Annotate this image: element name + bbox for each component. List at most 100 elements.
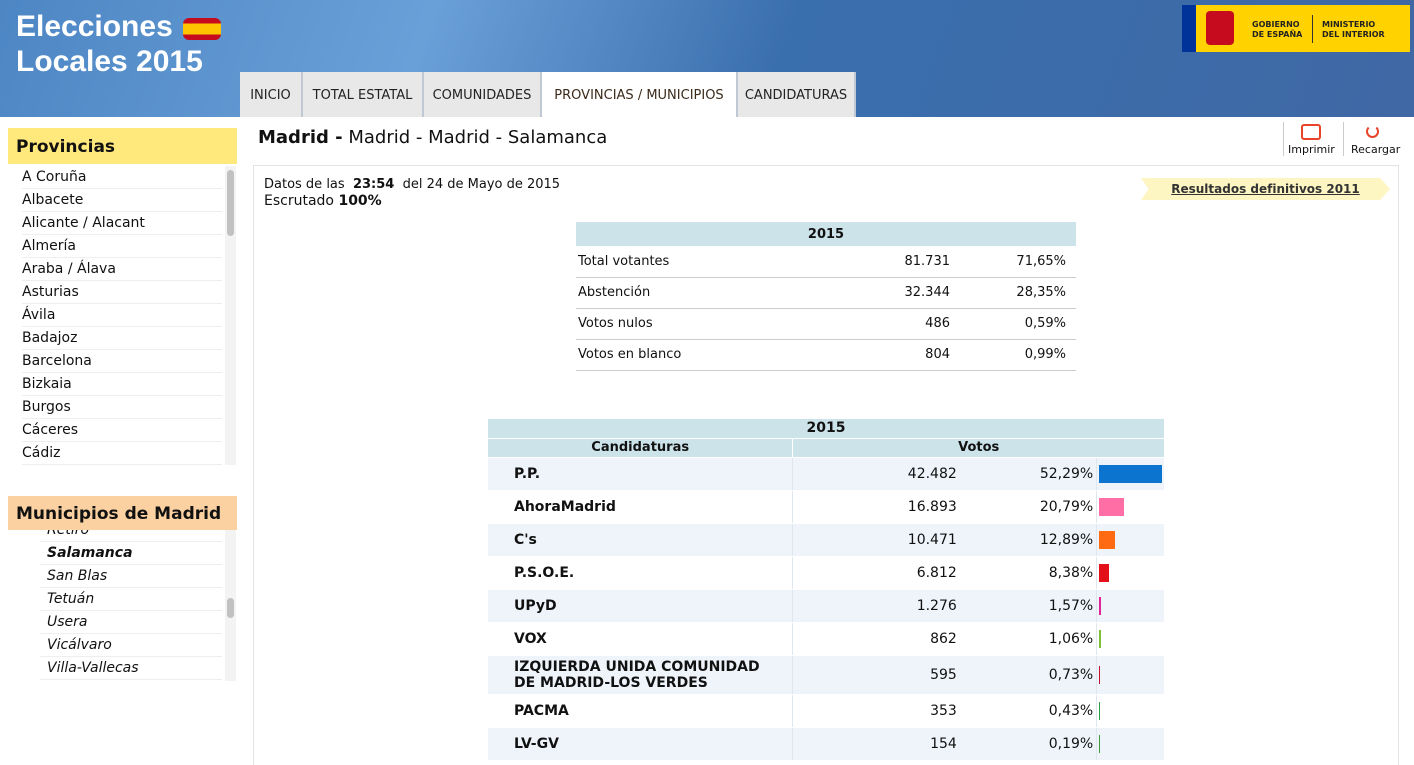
province-item[interactable]: Asturias bbox=[22, 281, 222, 304]
status: Datos de las 23:54 del 24 de Mayo de 201… bbox=[264, 176, 560, 210]
province-item[interactable]: Albacete bbox=[22, 189, 222, 212]
vote-bar bbox=[1099, 531, 1114, 549]
vote-bar bbox=[1099, 564, 1109, 582]
breadcrumb: Madrid - Madrid - Madrid - Salamanca bbox=[258, 127, 607, 148]
municipio-item[interactable]: Vicálvaro bbox=[40, 634, 222, 657]
nav-tab[interactable]: CANDIDATURAS bbox=[738, 72, 856, 117]
divider bbox=[1283, 122, 1284, 156]
party-votes: 10.471 bbox=[793, 523, 961, 556]
reload-icon[interactable] bbox=[1366, 125, 1379, 138]
bar-cell bbox=[1097, 490, 1164, 523]
vote-bar bbox=[1099, 666, 1100, 684]
province-item[interactable]: Araba / Álava bbox=[22, 258, 222, 281]
breadcrumb-rest: Madrid - Madrid - Salamanca bbox=[348, 127, 607, 148]
party-name: C's bbox=[488, 523, 793, 556]
results-header: 2015 bbox=[488, 419, 1164, 438]
party-pct: 0,73% bbox=[961, 655, 1097, 694]
province-item[interactable]: Almería bbox=[22, 235, 222, 258]
party-votes: 42.482 bbox=[793, 457, 961, 490]
divider bbox=[1312, 15, 1313, 43]
summary-pct: 0,99% bbox=[951, 339, 1076, 370]
province-item[interactable]: Cádiz bbox=[22, 442, 222, 465]
party-pct: 0,19% bbox=[961, 727, 1097, 760]
vote-bar bbox=[1099, 498, 1124, 516]
coat-of-arms bbox=[1206, 11, 1234, 45]
vote-bar bbox=[1099, 597, 1101, 615]
bar-cell bbox=[1097, 457, 1164, 490]
municipio-item[interactable]: Villa-Vallecas bbox=[40, 657, 222, 680]
flag-icon bbox=[183, 18, 221, 40]
scroll-thumb bbox=[227, 170, 234, 236]
breadcrumb-bold: Madrid - bbox=[258, 127, 343, 148]
summary-votes: 804 bbox=[811, 339, 951, 370]
bar-cell bbox=[1097, 589, 1164, 622]
municipio-item[interactable]: Tetuán bbox=[40, 588, 222, 611]
municipio-item[interactable]: Usera bbox=[40, 611, 222, 634]
province-item[interactable]: Burgos bbox=[22, 396, 222, 419]
scrollbar bbox=[225, 530, 236, 681]
party-pct: 8,38% bbox=[961, 556, 1097, 589]
province-item[interactable]: Ávila bbox=[22, 304, 222, 327]
summary-label: Abstención bbox=[576, 277, 811, 308]
nav-tab[interactable]: TOTAL ESTATAL bbox=[303, 72, 424, 117]
site-title: Elecciones bbox=[16, 10, 173, 44]
sidebar-title: Municipios de Madrid bbox=[8, 496, 237, 530]
municipio-item[interactable]: Retiro bbox=[40, 530, 222, 542]
party-votes: 154 bbox=[793, 727, 961, 760]
vote-bar bbox=[1099, 630, 1100, 648]
party-pct: 20,79% bbox=[961, 490, 1097, 523]
results-year: 2015 bbox=[488, 419, 1164, 438]
print-icon[interactable] bbox=[1301, 124, 1321, 140]
tool-label[interactable]: Recargar bbox=[1351, 143, 1400, 156]
summary-label: Total votantes bbox=[576, 246, 811, 277]
party-name: P.P. bbox=[488, 457, 793, 490]
province-item[interactable]: Alicante / Alacant bbox=[22, 212, 222, 235]
municipio-item[interactable]: San Blas bbox=[40, 565, 222, 588]
province-item[interactable]: Cáceres bbox=[22, 419, 222, 442]
party-votes: 6.812 bbox=[793, 556, 961, 589]
results-row: IZQUIERDA UNIDA COMUNIDAD DE MADRID-LOS … bbox=[488, 655, 1164, 694]
party-votes: 353 bbox=[793, 694, 961, 727]
escrutado-label: Escrutado bbox=[264, 193, 334, 209]
province-item[interactable]: Bizkaia bbox=[22, 373, 222, 396]
status-line: Escrutado 100% bbox=[264, 193, 560, 210]
province-item[interactable]: Barcelona bbox=[22, 350, 222, 373]
province-item[interactable]: Badajoz bbox=[22, 327, 222, 350]
tool-label[interactable]: Imprimir bbox=[1288, 143, 1335, 156]
party-pct: 1,06% bbox=[961, 622, 1097, 655]
bar-cell bbox=[1097, 523, 1164, 556]
party-name: VOX bbox=[488, 622, 793, 655]
party-votes: 16.893 bbox=[793, 490, 961, 523]
status-suffix: del 24 de Mayo de 2015 bbox=[403, 177, 560, 192]
bar-cell bbox=[1097, 655, 1164, 694]
status-time: 23:54 bbox=[353, 177, 394, 192]
summary-pct: 0,59% bbox=[951, 308, 1076, 339]
link-2011[interactable]: Resultados definitivos 2011 bbox=[1141, 178, 1390, 200]
summary-label: Votos en blanco bbox=[576, 339, 811, 370]
nav-tab[interactable]: COMUNIDADES bbox=[424, 72, 542, 117]
party-name: UPyD bbox=[488, 589, 793, 622]
province-item[interactable]: A Coruña bbox=[22, 166, 222, 189]
party-pct: 0,43% bbox=[961, 694, 1097, 727]
nav-tab[interactable]: INICIO bbox=[240, 72, 303, 117]
results-col: Votos bbox=[793, 438, 1164, 457]
party-name: P.S.O.E. bbox=[488, 556, 793, 589]
nav-tab[interactable]: PROVINCIAS / MUNICIPIOS bbox=[542, 72, 738, 117]
municipio-item[interactable]: Salamanca bbox=[40, 542, 222, 565]
gov-line: GOBIERNO bbox=[1252, 20, 1302, 30]
gov-line: DE ESPAÑA bbox=[1252, 30, 1302, 40]
